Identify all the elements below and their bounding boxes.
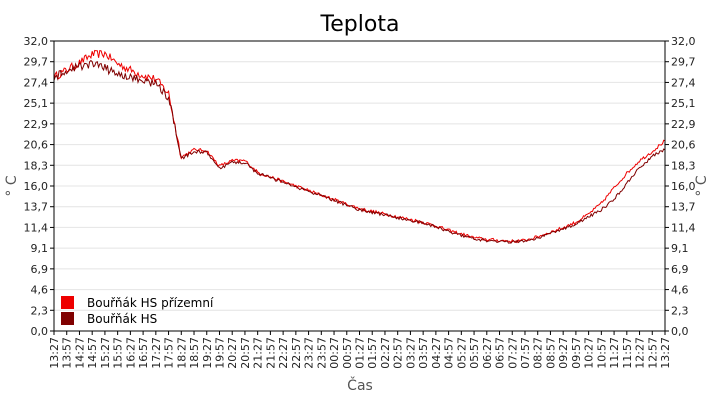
x-ticks: 13:27 13:57 14:27 14:57 15:27 15:57 16:27 16:57… <box>48 331 672 369</box>
x-tick-label: 13:27 <box>659 337 672 369</box>
y-tick-label-left: 22,9 <box>24 118 49 131</box>
x-tick-label: 17:27 <box>150 337 163 369</box>
x-tick-label: 13:27 <box>48 337 61 369</box>
x-tick-label: 20:27 <box>226 337 239 369</box>
x-tick-label: 10:57 <box>595 337 608 369</box>
x-tick-label: 22:27 <box>277 337 290 369</box>
y-tick-label-left: 20,6 <box>24 139 49 152</box>
x-tick-label: 05:27 <box>455 337 468 369</box>
x-tick-label: 17:57 <box>163 337 176 369</box>
x-tick-label: 05:57 <box>468 337 481 369</box>
y-tick-label-left: 13,7 <box>24 201 49 214</box>
x-tick-label: 11:27 <box>608 337 621 369</box>
x-tick-label: 09:27 <box>557 337 570 369</box>
y-ticks-right: 0,0 2,3 4,6 6,9 9,1 11,4 13,7 16,0 18,3 20,6 22,9 2… <box>665 35 696 338</box>
y-tick-label-left: 18,3 <box>24 159 49 172</box>
y-tick-label-right: 32,0 <box>671 35 696 48</box>
y-tick-label-left: 29,7 <box>24 56 49 69</box>
y-tick-label-right: 27,4 <box>671 76 696 89</box>
legend: Bouřňák HS přízemní Bouřňák HS <box>61 296 214 326</box>
y-tick-label-right: 9,1 <box>671 242 689 255</box>
x-tick-label: 12:57 <box>646 337 659 369</box>
series-line-2 <box>53 59 666 244</box>
x-tick-label: 04:27 <box>430 337 443 369</box>
x-tick-label: 00:57 <box>341 337 354 369</box>
legend-label-2: Bouřňák HS <box>87 312 157 326</box>
chart-title: Teplota <box>320 12 400 37</box>
x-tick-label: 06:57 <box>494 337 507 369</box>
x-tick-label: 06:27 <box>481 337 494 369</box>
y-tick-label-right: 25,1 <box>671 97 696 110</box>
y-tick-label-left: 9,1 <box>31 242 49 255</box>
x-tick-label: 14:57 <box>86 337 99 369</box>
series-layer <box>53 49 666 244</box>
y-tick-label-right: 4,6 <box>671 284 689 297</box>
x-tick-label: 02:27 <box>379 337 392 369</box>
x-tick-label: 00:27 <box>328 337 341 369</box>
x-tick-label: 15:57 <box>112 337 125 369</box>
y-tick-label-left: 4,6 <box>31 284 49 297</box>
x-tick-label: 18:27 <box>175 337 188 369</box>
legend-swatch-2 <box>61 312 74 325</box>
x-tick-label: 21:27 <box>252 337 265 369</box>
x-tick-label: 03:57 <box>417 337 430 369</box>
x-tick-label: 16:27 <box>124 337 137 369</box>
x-tick-label: 21:57 <box>264 337 277 369</box>
y-tick-label-left: 2,3 <box>31 304 49 317</box>
y-tick-label-right: 20,6 <box>671 139 696 152</box>
x-tick-label: 07:57 <box>519 337 532 369</box>
y-tick-label-left: 32,0 <box>24 35 49 48</box>
x-tick-label: 14:27 <box>73 337 86 369</box>
x-tick-label: 22:57 <box>290 337 303 369</box>
x-tick-label: 08:57 <box>544 337 557 369</box>
x-tick-label: 19:57 <box>213 337 226 369</box>
x-tick-label: 18:57 <box>188 337 201 369</box>
legend-label-1: Bouřňák HS přízemní <box>87 296 214 310</box>
y-tick-label-left: 25,1 <box>24 97 49 110</box>
x-tick-label: 16:57 <box>137 337 150 369</box>
y-tick-label-right: 2,3 <box>671 304 689 317</box>
y-tick-label-left: 16,0 <box>24 180 49 193</box>
x-tick-label: 07:27 <box>506 337 519 369</box>
x-tick-label: 12:27 <box>634 337 647 369</box>
x-tick-label: 19:27 <box>201 337 214 369</box>
x-tick-label: 08:27 <box>532 337 545 369</box>
y-tick-label-left: 27,4 <box>24 76 49 89</box>
y-tick-label-right: 6,9 <box>671 263 689 276</box>
y-ticks-left: 0,0 2,3 4,6 6,9 9,1 11,4 13,7 16,0 18,3 20,6 22,9 2… <box>24 35 54 338</box>
x-tick-label: 13:57 <box>61 337 74 369</box>
y-tick-label-right: 22,9 <box>671 118 696 131</box>
x-tick-label: 23:57 <box>315 337 328 369</box>
y-tick-label-left: 0,0 <box>31 325 49 338</box>
y-axis-label-right: ° C <box>694 175 710 196</box>
y-tick-label-right: 0,0 <box>671 325 689 338</box>
legend-swatch-1 <box>61 296 74 309</box>
x-tick-label: 15:27 <box>99 337 112 369</box>
y-tick-label-right: 29,7 <box>671 56 696 69</box>
y-tick-label-right: 13,7 <box>671 201 696 214</box>
x-tick-label: 03:27 <box>404 337 417 369</box>
x-axis-label: Čas <box>347 376 373 394</box>
y-tick-label-left: 11,4 <box>24 221 49 234</box>
x-tick-label: 20:57 <box>239 337 252 369</box>
x-tick-label: 10:27 <box>583 337 596 369</box>
x-tick-label: 23:27 <box>303 337 316 369</box>
x-tick-label: 02:57 <box>392 337 405 369</box>
x-tick-label: 01:57 <box>366 337 379 369</box>
x-tick-label: 11:57 <box>621 337 634 369</box>
y-tick-label-right: 16,0 <box>671 180 696 193</box>
y-tick-label-right: 11,4 <box>671 221 696 234</box>
x-tick-label: 01:27 <box>354 337 367 369</box>
y-tick-label-left: 6,9 <box>31 263 49 276</box>
y-tick-label-right: 18,3 <box>671 159 696 172</box>
y-axis-label-left: ° C <box>4 175 20 196</box>
x-tick-label: 09:57 <box>570 337 583 369</box>
x-tick-label: 04:57 <box>443 337 456 369</box>
